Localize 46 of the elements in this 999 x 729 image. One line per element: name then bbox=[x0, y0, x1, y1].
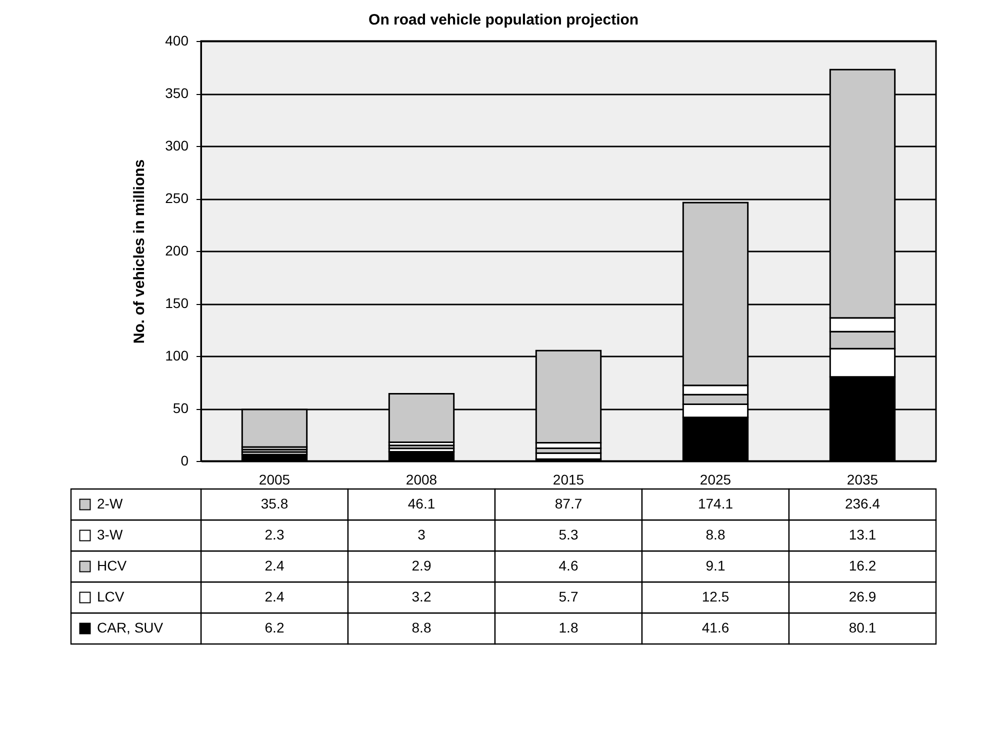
legend-label: LCV bbox=[97, 588, 125, 604]
y-tick-label: 200 bbox=[165, 242, 189, 258]
data-label: 87.7 bbox=[554, 496, 582, 512]
data-label: 2.9 bbox=[412, 558, 432, 574]
data-label: 2.3 bbox=[264, 526, 284, 542]
legend-label: HCV bbox=[97, 558, 128, 574]
data-label: 35.8 bbox=[260, 496, 288, 512]
x-tick-label: 2015 bbox=[552, 472, 584, 488]
y-tick-label: 350 bbox=[165, 85, 189, 101]
x-tick-label: 2035 bbox=[846, 472, 878, 488]
data-label: 6.2 bbox=[264, 620, 284, 636]
y-tick-label: 300 bbox=[165, 138, 189, 154]
legend-label: 3-W bbox=[97, 526, 124, 542]
data-label: 41.6 bbox=[702, 620, 730, 636]
y-tick-label: 50 bbox=[172, 400, 189, 416]
data-label: 5.7 bbox=[558, 588, 578, 604]
data-label: 13.1 bbox=[848, 526, 876, 542]
data-label: 3 bbox=[418, 526, 426, 542]
data-label: 80.1 bbox=[848, 620, 876, 636]
data-label: 26.9 bbox=[848, 588, 876, 604]
chart-title: On road vehicle population projection bbox=[368, 11, 639, 28]
data-label: 174.1 bbox=[698, 496, 734, 512]
y-tick-label: 100 bbox=[165, 348, 189, 364]
data-label: 8.8 bbox=[706, 526, 726, 542]
data-label: 8.8 bbox=[412, 620, 432, 636]
legend-label: CAR, SUV bbox=[97, 620, 164, 636]
data-label: 1.8 bbox=[558, 620, 578, 636]
data-label: 236.4 bbox=[844, 496, 880, 512]
x-tick-label: 2025 bbox=[700, 472, 732, 488]
data-label: 12.5 bbox=[702, 588, 730, 604]
y-axis-title: No. of vehicles in millions bbox=[131, 159, 148, 344]
data-label: 9.1 bbox=[706, 558, 726, 574]
data-label: 4.6 bbox=[558, 558, 578, 574]
y-tick-label: 250 bbox=[165, 190, 189, 206]
data-label: 16.2 bbox=[848, 558, 876, 574]
data-label: 3.2 bbox=[412, 588, 432, 604]
y-tick-label: 400 bbox=[165, 32, 189, 48]
data-label: 5.3 bbox=[558, 526, 578, 542]
x-tick-label: 2005 bbox=[258, 472, 290, 488]
data-label: 2.4 bbox=[264, 588, 284, 604]
legend-label: 2-W bbox=[97, 496, 124, 512]
y-tick-label: 150 bbox=[165, 295, 189, 311]
y-tick-label: 0 bbox=[180, 452, 189, 468]
x-tick-label: 2008 bbox=[406, 472, 438, 488]
data-label: 46.1 bbox=[408, 496, 436, 512]
data-label: 2.4 bbox=[264, 558, 284, 574]
